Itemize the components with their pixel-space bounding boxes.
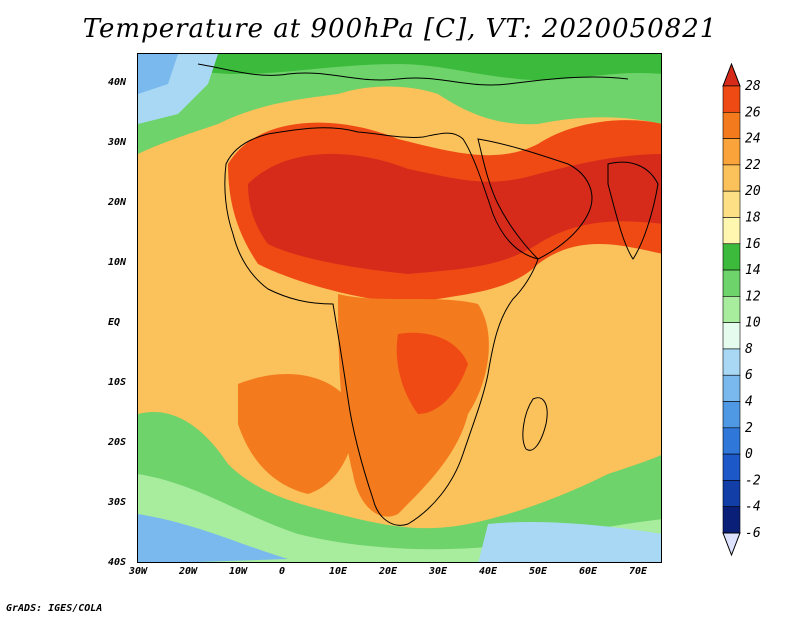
lat-tick-label: 10S [108,377,127,388]
north-green-zone [138,54,661,81]
lat-tick-label: 40N [108,77,127,88]
madagascar-coastline [522,397,548,451]
lon-tick-label: 30W [129,566,148,577]
lon-tick-label: 50E [529,566,548,577]
colorbar-segment [722,322,741,350]
africa-coastline [224,127,539,526]
temperature-field [138,54,661,562]
lon-tick-label: 20E [379,566,398,577]
lat-tick-label: 30N [108,137,127,148]
colorbar-top-arrow [722,62,741,87]
lat-tick-label: 10N [108,257,127,268]
colorbar-segment [722,269,741,297]
sahara-core-zone [248,153,661,274]
colorbar-label: 0 [745,447,753,462]
lon-tick-label: 10W [229,566,248,577]
colorbar-bottom-arrow [722,532,741,557]
colorbar-segment [722,348,741,376]
colorbar-segment [722,453,741,481]
colorbar-label: 24 [745,132,761,147]
lat-tick-label: 40S [108,557,127,568]
colorbar-label: 2 [745,421,753,436]
colorbar-segment [722,164,741,192]
colorbar-segment [722,190,741,218]
colorbar-label: 12 [745,289,761,304]
east-africa-hot-zone [396,332,468,414]
south-atlantic-warm-zone [238,374,358,494]
colorbar-label: 4 [745,395,753,410]
india-coastline [607,161,659,260]
temperature-map [137,53,662,563]
colorbar-label: 10 [745,316,761,331]
colorbar-segment [722,427,741,455]
colorbar-segment [722,111,741,139]
arabia-coastline [477,138,593,260]
lon-tick-label: 40E [479,566,498,577]
colorbar-segment [722,243,741,271]
colorbar-segment [722,217,741,245]
colorbar-segment [722,138,741,166]
colorbar-label: 16 [745,237,761,252]
colorbar-label: 14 [745,263,761,278]
atlantic-cold-zone [138,54,178,94]
colorbar-segment [722,85,741,113]
colorbar-label: 8 [745,342,753,357]
credit-label: GrADS: IGES/COLA [6,603,103,614]
lat-tick-label: 20N [108,197,127,208]
colorbar-segment [722,506,741,534]
lon-tick-label: 30E [429,566,448,577]
lon-tick-label: 70E [629,566,648,577]
colorbar-label: -6 [745,526,761,541]
colorbar-segment [722,374,741,402]
south-cooler-zone [138,474,661,562]
colorbar-segment [722,401,741,429]
lat-tick-label: 30S [108,497,127,508]
lon-tick-label: 10E [329,566,348,577]
south-west-cold-zone [138,514,288,562]
lat-tick-label: 20S [108,437,127,448]
colorbar-label: 6 [745,368,753,383]
colorbar-label: 18 [745,210,761,225]
colorbar-label: 26 [745,105,761,120]
lon-tick-label: 20W [179,566,198,577]
colorbar-label: 20 [745,184,761,199]
south-east-cold-zone [478,522,661,562]
colorbar-segment [722,296,741,323]
chart-title: Temperature at 900hPa [C], VT: 202005082… [82,14,718,44]
colorbar-label: -4 [745,500,761,515]
colorbar-label: -2 [745,473,761,488]
colorbar-label: 28 [745,79,761,94]
colorbar-label: 22 [745,158,761,173]
colorbar-segment [722,480,741,508]
europe-coastline [197,63,629,86]
lon-tick-label: 0 [279,566,286,577]
lon-tick-label: 60E [579,566,598,577]
lat-tick-label: EQ [108,317,121,328]
